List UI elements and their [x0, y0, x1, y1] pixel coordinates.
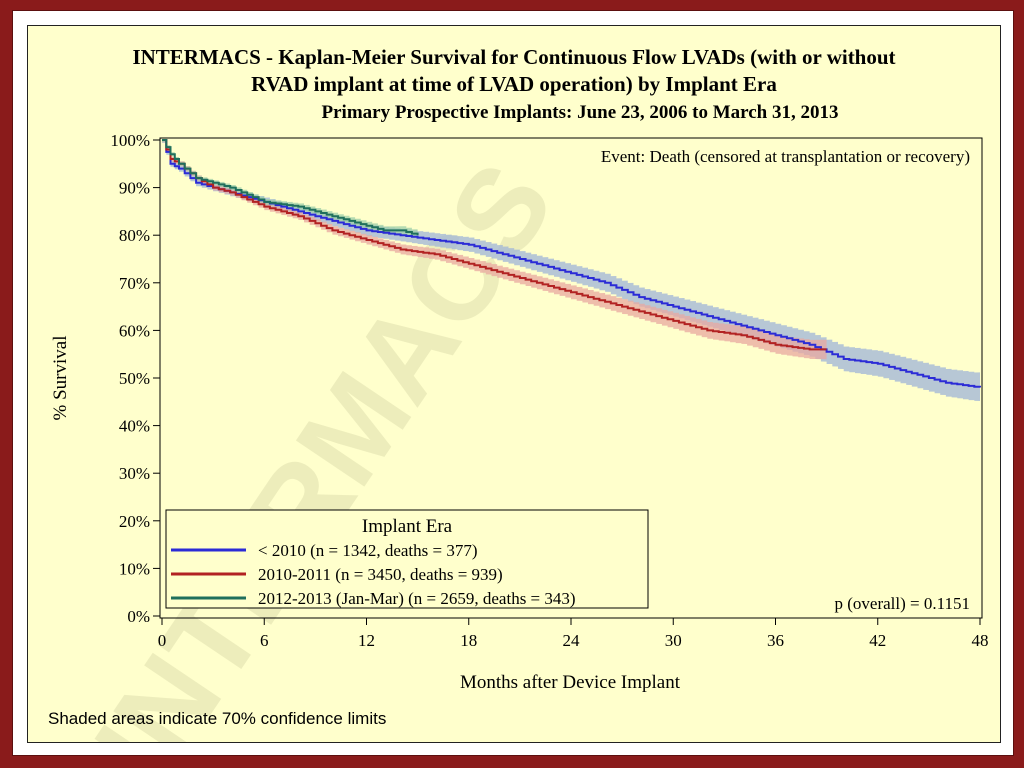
p-value-text: p (overall) = 0.1151 — [835, 594, 970, 613]
y-tick-label: 60% — [119, 321, 150, 340]
legend-label-2010-2011: 2010-2011 (n = 3450, deaths = 939) — [258, 565, 503, 584]
legend-box — [165, 509, 649, 609]
x-tick-label: 30 — [665, 631, 682, 650]
y-tick-label: 80% — [119, 226, 150, 245]
confidence-band-2010-2011 — [162, 140, 827, 360]
survival-line-lt2010 — [162, 139, 981, 388]
y-tick-label: 90% — [119, 179, 150, 198]
confidence-band-2012-2013 — [162, 140, 418, 240]
y-tick-label: 70% — [119, 274, 150, 293]
footnote: Shaded areas indicate 70% confidence lim… — [48, 709, 386, 728]
chart-subtitle: Primary Prospective Implants: June 23, 2… — [322, 102, 839, 123]
chart-title-line2: RVAD implant at time of LVAD operation) … — [251, 72, 777, 96]
x-tick-label: 12 — [358, 631, 375, 650]
legend-label-2012-2013: 2012-2013 (Jan-Mar) (n = 2659, deaths = … — [258, 589, 576, 608]
y-tick-label: 30% — [119, 464, 150, 483]
x-tick-label: 0 — [158, 631, 167, 650]
figure-panel: INTERMACS INTERMACS - Kaplan-Meier Survi… — [12, 10, 1014, 756]
x-tick-label: 48 — [972, 631, 989, 650]
y-tick-label: 100% — [110, 131, 150, 150]
x-axis-ticks: 0 6 12 18 24 30 36 42 48 — [158, 618, 989, 650]
x-axis-label: Months after Device Implant — [460, 672, 681, 693]
x-tick-label: 24 — [563, 631, 581, 650]
survival-line-2010-2011 — [162, 139, 827, 351]
legend-title: Implant Era — [362, 516, 453, 537]
chart-title-line1: INTERMACS - Kaplan-Meier Survival for Co… — [132, 45, 895, 69]
y-tick-label: 10% — [119, 559, 150, 578]
y-tick-label: 0% — [127, 607, 150, 626]
x-tick-label: 6 — [260, 631, 269, 650]
y-tick-label: 50% — [119, 369, 150, 388]
km-survival-chart: INTERMACS INTERMACS - Kaplan-Meier Survi… — [48, 45, 989, 742]
legend-label-lt2010: < 2010 (n = 1342, deaths = 377) — [258, 541, 478, 560]
survival-lines — [162, 139, 981, 388]
event-note: Event: Death (censored at transplantatio… — [601, 147, 970, 166]
survival-line-2012-2013 — [162, 139, 419, 236]
legend: Implant Era < 2010 (n = 1342, deaths = 3… — [165, 509, 649, 609]
y-axis-ticks: 0% 10% 20% 30% 40% 50% 60% 70% 80% 90% 100% — [110, 131, 160, 626]
chart-area: INTERMACS INTERMACS - Kaplan-Meier Survi… — [27, 25, 1001, 743]
y-tick-label: 20% — [119, 512, 150, 531]
x-tick-label: 18 — [460, 631, 477, 650]
y-tick-label: 40% — [119, 417, 150, 436]
y-axis-label: % Survival — [50, 336, 71, 421]
x-tick-label: 42 — [869, 631, 886, 650]
x-tick-label: 36 — [767, 631, 784, 650]
